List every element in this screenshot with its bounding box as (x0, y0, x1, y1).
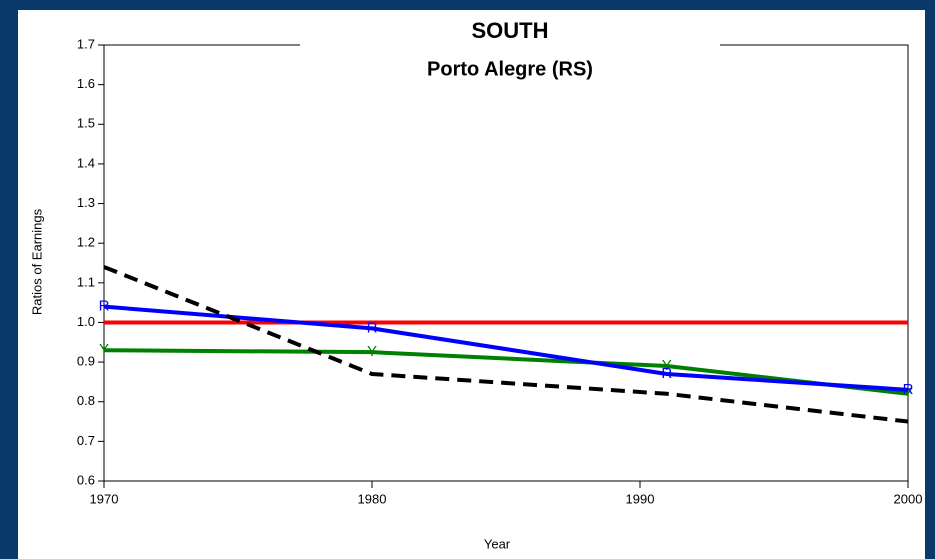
y-tick-label: 1.1 (77, 274, 95, 289)
y-tick-label: 1.3 (77, 195, 95, 210)
point-marker: R (367, 319, 378, 336)
series-line (103, 265, 909, 424)
chart-title: SOUTH (472, 18, 549, 43)
y-tick-label: 0.8 (77, 393, 95, 408)
point-marker: R (661, 365, 672, 382)
point-marker: Y (903, 385, 913, 402)
y-tick-label: 1.5 (77, 116, 95, 131)
x-tick-label: 1990 (626, 491, 655, 506)
y-axis-label: Ratios of Earnings (29, 208, 44, 315)
y-tick-label: 1.0 (77, 314, 95, 329)
point-marker: R (903, 381, 914, 398)
point-marker: Y (99, 341, 109, 358)
x-tick-label: 2000 (894, 491, 923, 506)
point-marker: Y (367, 343, 377, 360)
y-tick-label: 0.7 (77, 433, 95, 448)
y-tick-label: 1.2 (77, 235, 95, 250)
x-axis-label: Year (484, 536, 511, 551)
chart-subtitle: Porto Alegre (RS) (427, 58, 593, 80)
y-tick-label: 1.4 (77, 155, 95, 170)
y-tick-label: 1.7 (77, 36, 95, 51)
y-tick-label: 0.9 (77, 354, 95, 369)
panel (18, 10, 925, 559)
title-backdrop (300, 38, 720, 52)
y-tick-label: 1.6 (77, 76, 95, 91)
x-tick-label: 1980 (358, 491, 387, 506)
series-line (103, 304, 909, 392)
x-tick-label: 1970 (90, 491, 119, 506)
y-tick-label: 0.6 (77, 472, 95, 487)
point-marker: R (99, 298, 110, 315)
point-marker: Y (662, 357, 672, 374)
